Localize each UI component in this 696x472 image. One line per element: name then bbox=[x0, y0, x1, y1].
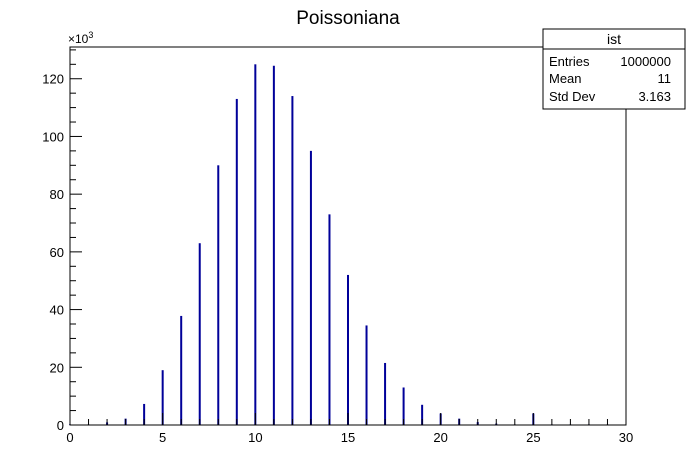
y-tick-label: 40 bbox=[50, 303, 64, 318]
histogram-bar bbox=[421, 404, 424, 425]
x-axis: 0 5 10 15 20 25 30 bbox=[66, 413, 633, 445]
y-axis-multiplier: ×103 bbox=[68, 30, 93, 46]
histogram-bar bbox=[143, 403, 146, 425]
histogram-bar bbox=[291, 96, 294, 426]
stats-entries-label: Entries bbox=[549, 54, 590, 69]
histogram-bar bbox=[161, 370, 164, 425]
y-tick-label: 60 bbox=[50, 245, 64, 260]
y-axis-multiplier-exponent: 3 bbox=[88, 30, 93, 40]
x-tick-label: 0 bbox=[66, 430, 73, 445]
x-tick-label: 15 bbox=[341, 430, 355, 445]
x-tick-label: 20 bbox=[433, 430, 447, 445]
histogram-bar bbox=[309, 150, 312, 425]
histogram-bar bbox=[180, 315, 183, 425]
stats-stddev-value: 3.163 bbox=[638, 89, 671, 104]
histogram-bar bbox=[254, 64, 257, 425]
stats-box-title: ist bbox=[607, 31, 621, 47]
y-tick-label: 120 bbox=[42, 72, 64, 87]
stats-mean-label: Mean bbox=[549, 71, 582, 86]
x-tick-label: 30 bbox=[619, 430, 633, 445]
stats-stddev-label: Std Dev bbox=[549, 89, 596, 104]
y-tick-label: 20 bbox=[50, 360, 64, 375]
histogram-bar bbox=[384, 362, 387, 425]
y-axis-multiplier-base: ×10 bbox=[68, 32, 89, 46]
stats-entries-value: 1000000 bbox=[620, 54, 671, 69]
histogram-bar bbox=[217, 165, 220, 425]
histogram-bar bbox=[402, 387, 405, 425]
histogram-bar bbox=[328, 214, 331, 425]
y-tick-label: 0 bbox=[57, 418, 64, 433]
chart-title: Poissoniana bbox=[296, 8, 400, 29]
stats-mean-value: 11 bbox=[658, 71, 672, 86]
x-tick-label: 10 bbox=[248, 430, 262, 445]
x-tick-label: 25 bbox=[526, 430, 540, 445]
x-tick-label: 5 bbox=[159, 430, 166, 445]
histogram-bar bbox=[347, 274, 349, 425]
stats-box: ist Entries 1000000 Mean 11 Std Dev 3.16… bbox=[542, 28, 686, 110]
y-axis: 0 20 40 60 80 100 120 bbox=[42, 49, 82, 433]
y-tick-label: 100 bbox=[42, 129, 64, 144]
histogram-bar bbox=[235, 98, 238, 425]
histogram-bar bbox=[198, 243, 201, 425]
stats-box-frame bbox=[542, 28, 686, 110]
histogram-bar bbox=[272, 65, 275, 425]
histogram-bars bbox=[69, 64, 609, 426]
y-tick-label: 80 bbox=[50, 187, 64, 202]
histogram-bar bbox=[365, 325, 368, 425]
